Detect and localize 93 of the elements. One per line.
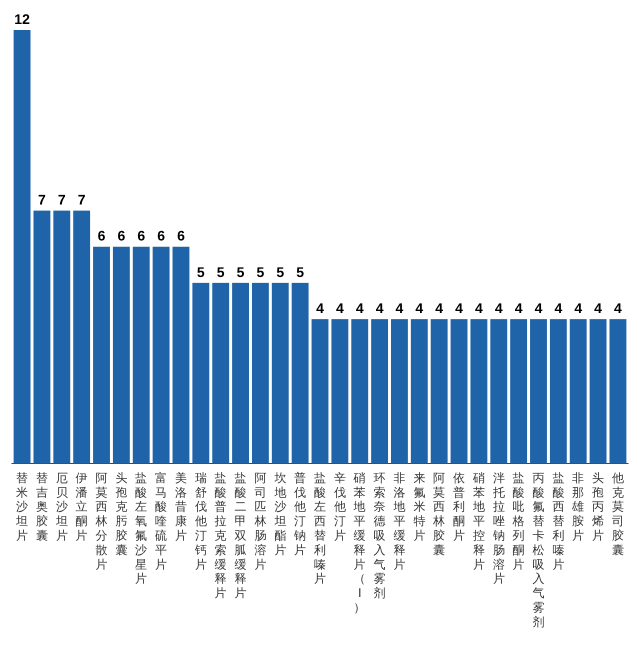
bar [430, 319, 448, 464]
x-tick-label: 阿莫西林胶囊 [432, 470, 446, 557]
bar [53, 210, 70, 464]
bar [450, 319, 468, 464]
data-label: 4 [376, 300, 384, 316]
x-tick-label: 替吉奥胶囊 [36, 470, 48, 543]
x-tick-label: 盐酸左西替利嗪片 [314, 470, 326, 586]
bar [410, 319, 428, 464]
bar [73, 210, 90, 464]
bar [391, 319, 408, 464]
data-label: 5 [236, 264, 245, 280]
data-label: 4 [356, 300, 364, 316]
data-label: 4 [594, 300, 602, 316]
x-tick-label: 非洛地平缓释片 [392, 470, 406, 572]
x-tick-label: 盐酸西替利嗪片 [552, 470, 564, 572]
bar [530, 319, 547, 464]
x-tick-label: 替米沙坦片 [15, 470, 28, 543]
category-label: 环索奈德吸入气雾剂 [374, 470, 386, 600]
bar [14, 30, 31, 464]
data-label: 5 [216, 264, 225, 280]
bar [570, 319, 587, 464]
x-tick-label: 非那雄胺片 [571, 470, 584, 543]
data-label: 4 [475, 300, 483, 316]
data-label: 4 [514, 300, 523, 316]
x-tick-label: 富马酸喹硫平片 [155, 470, 168, 572]
category-label: 硝苯地平缓释片（Ⅰ） [354, 470, 366, 615]
bar [490, 319, 508, 464]
x-tick-label: 普伐他汀钠片 [293, 470, 306, 557]
data-label: 12 [14, 10, 30, 27]
x-tick-label: 瑞舒伐他汀钙片 [194, 470, 207, 572]
bar [33, 210, 50, 464]
bar [371, 319, 388, 464]
x-tick-label: 坎地沙坦酯片 [273, 470, 286, 557]
data-label: 4 [614, 300, 622, 316]
category-label: 丙酸氟替卡松吸入气雾剂 [532, 470, 544, 629]
bar [510, 319, 528, 464]
bar [351, 319, 368, 464]
data-label: 6 [177, 228, 186, 244]
x-tick-label: 盐酸吡格列酮片 [512, 470, 525, 572]
x-tick-label: 来氟米特片 [413, 470, 426, 543]
x-tick-label: 硝苯地平控释片 [472, 470, 485, 572]
data-label: 5 [276, 264, 284, 280]
x-tick-label: 他克莫司胶囊 [612, 470, 624, 557]
x-tick-label: 伊潘立酮片 [76, 470, 88, 543]
category-label: 盐酸普拉克索缓释片 [214, 470, 227, 600]
data-label: 7 [58, 192, 66, 208]
category-label: 盐酸二甲双胍缓释片 [234, 470, 247, 600]
data-label: 4 [435, 300, 444, 316]
bar [152, 246, 170, 464]
data-label: 5 [196, 264, 205, 280]
data-label: 4 [534, 300, 543, 316]
bar [132, 246, 150, 464]
data-label: 5 [296, 264, 304, 280]
data-label: 5 [256, 264, 265, 280]
data-label: 4 [455, 300, 464, 316]
bar [609, 319, 626, 464]
data-label: 6 [137, 228, 146, 244]
bar [470, 319, 488, 464]
data-label: 4 [574, 300, 582, 316]
x-tick-label: 阿司匹林肠溶片 [253, 470, 266, 572]
data-label: 4 [316, 300, 324, 316]
x-tick-label: 盐酸左氧氟沙星片 [135, 470, 148, 586]
data-label: 4 [396, 300, 404, 316]
bar [172, 246, 190, 464]
x-tick-label: 头孢丙烯片 [592, 470, 604, 543]
data-label: 7 [38, 192, 46, 208]
x-tick-label: 阿莫西林分散片 [94, 470, 108, 572]
x-tick-label: 美洛昔康片 [174, 470, 187, 543]
bar [292, 282, 309, 464]
x-tick-label: 辛伐他汀片 [334, 470, 346, 543]
bar [331, 319, 348, 464]
x-tick-label: 泮托拉唑钠肠溶片 [492, 470, 505, 586]
bar [550, 319, 567, 464]
x-tick-label: 依普利酮片 [453, 470, 466, 543]
x-tick-label: 头孢克肟胶囊 [115, 470, 128, 557]
data-label: 4 [554, 300, 562, 316]
bar [192, 282, 210, 464]
data-label: 6 [98, 228, 106, 244]
data-label: 7 [78, 192, 86, 208]
data-label: 6 [157, 228, 166, 244]
data-label: 4 [494, 300, 503, 316]
bar [232, 282, 249, 464]
bar [93, 246, 110, 464]
x-tick-label: 厄贝沙坦片 [54, 470, 68, 543]
bar [212, 282, 230, 464]
bar [272, 282, 289, 464]
data-label: 4 [336, 300, 344, 316]
bar [112, 246, 130, 464]
data-label: 4 [415, 300, 424, 316]
bar [590, 319, 607, 464]
bar [252, 282, 269, 464]
bar [312, 319, 328, 464]
data-label: 6 [117, 228, 126, 244]
